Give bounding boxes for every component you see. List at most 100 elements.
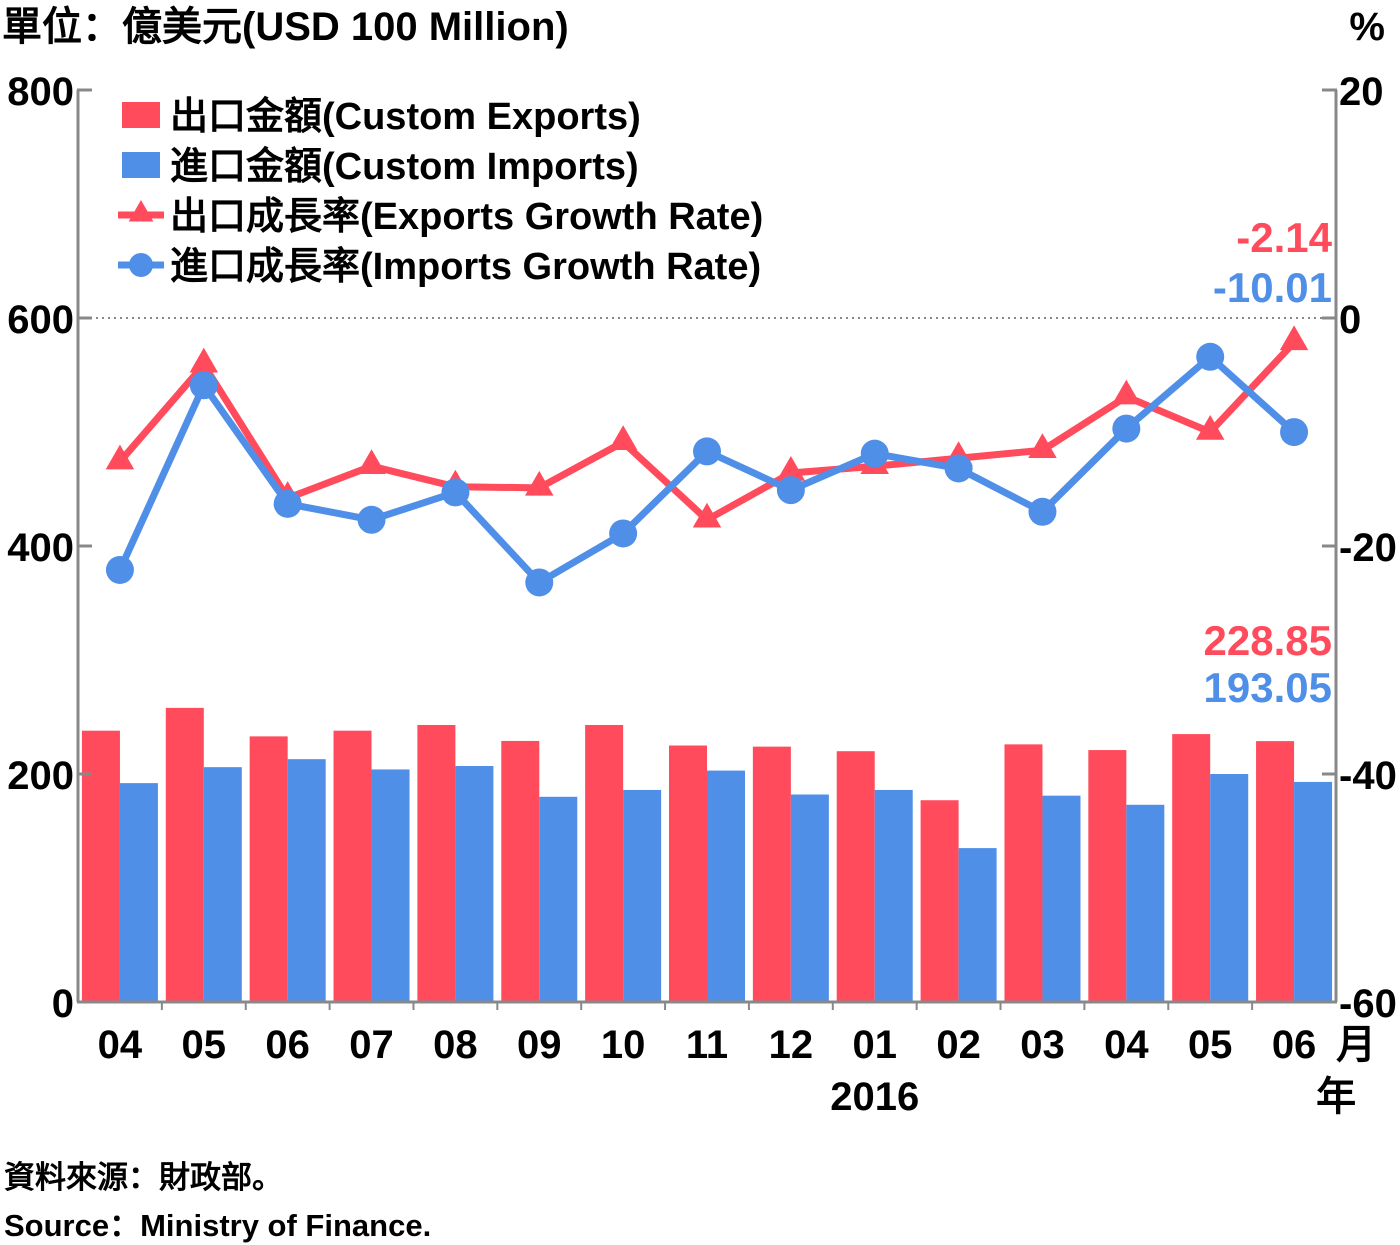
left-tick-label: 800 [7, 70, 74, 114]
bar-exports [333, 730, 372, 1002]
left-tick-label: 600 [7, 298, 74, 342]
bar-exports [417, 724, 456, 1002]
marker-exports-growth [1112, 379, 1141, 405]
bar-exports [836, 751, 875, 1002]
bar-exports [920, 800, 959, 1002]
left-tick-label: 200 [7, 754, 74, 798]
legend-swatch [122, 102, 160, 128]
source-zh: 資料來源：財政部。 [4, 1160, 283, 1195]
x-tick-label: 04 [1104, 1023, 1149, 1067]
legend-swatch [122, 152, 160, 178]
bar-imports [1042, 795, 1081, 1002]
legend-marker-circle [129, 253, 153, 277]
right-tick-label: -60 [1339, 982, 1397, 1026]
marker-exports-growth [357, 449, 386, 474]
marker-imports-growth [441, 478, 470, 507]
marker-exports-growth [1028, 433, 1057, 458]
left-tick-label: 400 [7, 526, 74, 570]
right-tick-label: 20 [1339, 70, 1384, 114]
x-tick-label: 03 [1020, 1023, 1065, 1067]
bar-imports [623, 789, 662, 1002]
bar-imports [1126, 804, 1165, 1002]
bar-exports [1172, 734, 1211, 1002]
bar-imports [539, 796, 578, 1002]
legend-label: 進口成長率(Imports Growth Rate) [170, 246, 761, 288]
marker-exports-growth [1279, 325, 1309, 351]
legend-label: 進口金額(Custom Imports) [170, 145, 639, 188]
right-tick-label: -20 [1339, 526, 1397, 570]
legend: 出口金額(Custom Exports) 進口金額(Custom Imports)… [118, 95, 763, 288]
x-axis-year-unit: 年 [1316, 1075, 1356, 1119]
legend-marker-triangle [128, 200, 154, 222]
x-axis-year-label: 2016 [830, 1075, 919, 1119]
marker-imports-growth [693, 437, 721, 466]
bar-exports [249, 736, 288, 1002]
marker-imports-growth [944, 454, 973, 483]
x-tick-label: 11 [686, 1023, 728, 1067]
marker-imports-growth [776, 476, 805, 505]
marker-imports-growth [1112, 414, 1141, 443]
marker-exports-growth [189, 347, 219, 373]
bar-imports [119, 783, 158, 1002]
marker-imports-growth [273, 489, 302, 518]
marker-imports-growth [189, 371, 218, 400]
x-tick-label: 07 [349, 1023, 394, 1067]
bar-exports [165, 707, 204, 1002]
marker-imports-growth [1196, 342, 1225, 371]
bar-exports [1004, 744, 1043, 1002]
data-label-imports-value: 193.05 [1204, 664, 1332, 711]
chart: 單位：億美元(USD 100 Million) % 0 200 400 600 800 -… [2, 5, 1397, 1119]
x-tick-label: 12 [769, 1023, 814, 1067]
x-tick-label: 05 [182, 1023, 227, 1067]
bar-exports [1088, 750, 1127, 1002]
bar-imports [1210, 774, 1249, 1002]
bar-exports [81, 730, 120, 1002]
line-imports-growth [116, 353, 1297, 586]
x-tick-label: 06 [1272, 1023, 1317, 1067]
bar-series-group [81, 707, 1333, 1002]
marker-imports-growth [357, 505, 386, 534]
marker-imports-growth [105, 555, 134, 584]
source-en: Source：Ministry of Finance. [4, 1208, 432, 1243]
bar-imports [203, 767, 242, 1002]
data-label-imports-growth: -10.01 [1213, 264, 1332, 311]
x-tick-label: 02 [936, 1023, 981, 1067]
right-axis-unit-label: % [1349, 5, 1385, 49]
bar-exports [752, 746, 791, 1002]
marker-imports-growth [1280, 418, 1309, 447]
bar-exports [501, 740, 540, 1002]
marker-exports-growth [776, 456, 806, 481]
x-tick-label: 01 [852, 1023, 897, 1067]
marker-exports-growth [608, 425, 638, 451]
x-tick-label: 06 [265, 1023, 310, 1067]
legend-label: 出口成長率(Exports Growth Rate) [170, 196, 763, 238]
bar-exports [669, 745, 707, 1002]
marker-exports-growth [525, 470, 554, 496]
bar-imports [958, 848, 997, 1002]
x-tick-label: 05 [1188, 1023, 1233, 1067]
x-axis-month-unit: 月 [1336, 1023, 1376, 1067]
data-label-exports-value: 228.85 [1204, 617, 1332, 664]
marker-imports-growth [1028, 497, 1057, 526]
bar-imports [707, 770, 745, 1002]
bar-exports [1256, 741, 1295, 1002]
bar-imports [874, 789, 913, 1002]
legend-label: 出口金額(Custom Exports) [170, 95, 641, 138]
x-tick-label: 09 [517, 1023, 562, 1067]
left-axis-unit-label: 單位：億美元(USD 100 Million) [2, 5, 569, 49]
bar-imports [371, 769, 410, 1002]
right-tick-label: -40 [1339, 754, 1397, 798]
x-tick-label: 04 [98, 1023, 143, 1067]
bar-imports [455, 766, 494, 1002]
marker-imports-growth [860, 439, 889, 468]
left-tick-label: 0 [52, 982, 74, 1026]
marker-imports-growth [609, 519, 638, 548]
bar-imports [1294, 781, 1333, 1002]
marker-exports-growth [692, 502, 722, 528]
line-series-group [105, 325, 1309, 597]
bar-imports [287, 759, 326, 1002]
marker-imports-growth [525, 568, 554, 597]
bar-imports [790, 794, 829, 1002]
